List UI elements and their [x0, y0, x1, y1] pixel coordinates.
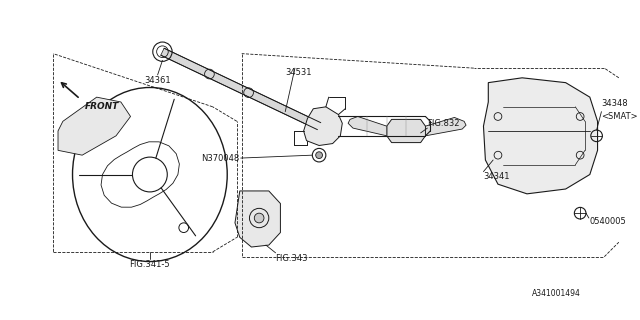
- Text: 34531: 34531: [285, 68, 312, 77]
- Text: FIG.832: FIG.832: [428, 119, 460, 128]
- Polygon shape: [483, 78, 598, 194]
- Text: FIG.343: FIG.343: [276, 254, 308, 263]
- Polygon shape: [387, 119, 426, 143]
- Text: 0540005: 0540005: [590, 217, 627, 226]
- Text: 34348: 34348: [602, 100, 628, 108]
- Circle shape: [316, 152, 323, 158]
- Polygon shape: [58, 97, 131, 155]
- Text: <SMAT>: <SMAT>: [602, 112, 638, 121]
- Circle shape: [254, 213, 264, 223]
- Text: FIG.341-5: FIG.341-5: [129, 260, 170, 268]
- Text: A341001494: A341001494: [532, 289, 580, 298]
- Polygon shape: [161, 48, 321, 130]
- Text: 34341: 34341: [483, 172, 510, 181]
- Text: N370048: N370048: [202, 154, 240, 163]
- Polygon shape: [426, 117, 466, 136]
- Polygon shape: [348, 116, 387, 136]
- Polygon shape: [303, 107, 342, 146]
- Text: 34361: 34361: [144, 76, 171, 85]
- Polygon shape: [235, 191, 280, 247]
- Text: FRONT: FRONT: [85, 102, 119, 111]
